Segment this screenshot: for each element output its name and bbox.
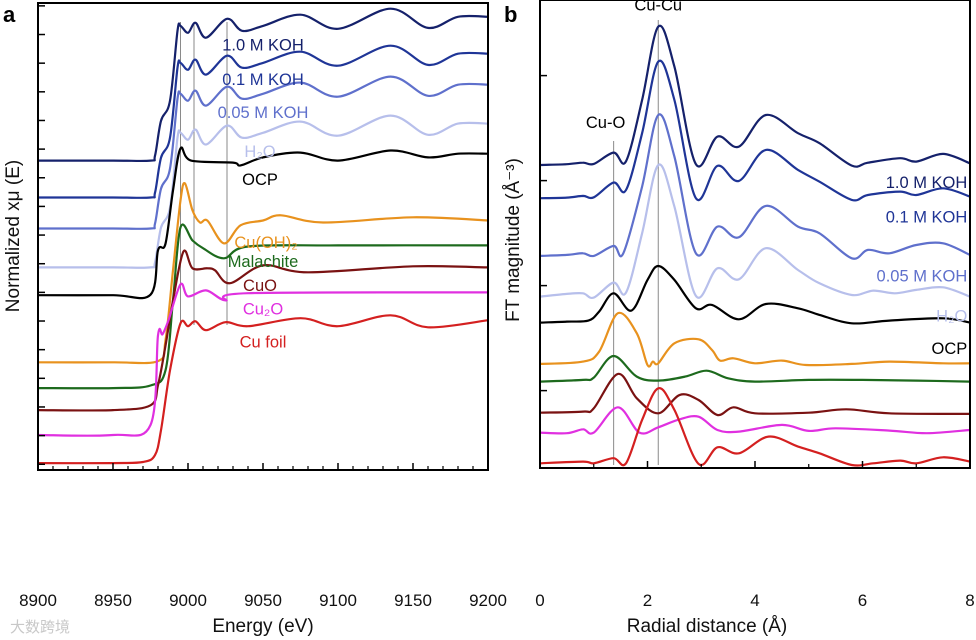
series-label-malachite: Malachite <box>228 253 299 271</box>
panel-label-a: a <box>3 2 16 27</box>
series-label-0-05-m-koh: 0.05 M KOH <box>877 267 968 285</box>
series-line-0-05-m-koh <box>37 75 489 230</box>
x-axis-title-a: Energy (eV) <box>212 616 313 637</box>
series-label-0-1-m-koh: 0.1 M KOH <box>222 71 304 89</box>
series-line-0-05-m-koh <box>539 113 971 260</box>
watermark-logo: 大数跨境 <box>10 618 70 636</box>
series-label-ocp: OCP <box>932 340 968 358</box>
x-tick-label: 9150 <box>394 591 432 610</box>
series-label-cu-foil: Cu foil <box>240 334 287 352</box>
series-line-malachite <box>539 354 971 383</box>
series-label-h2o: H₂O <box>936 307 967 325</box>
panel-a-xanes: a 1.0 M KOH 0.1 M KOH 0.05 M KOH H₂O OCP Cu(O… <box>3 2 507 637</box>
series-line-ocp <box>539 264 971 325</box>
x-tick-label: 8900 <box>19 591 57 610</box>
series-label-ocp: OCP <box>242 171 278 189</box>
x-tick-label: 9100 <box>319 591 357 610</box>
series-line-cu2o <box>539 406 971 435</box>
x-tick-label: 0 <box>535 591 544 610</box>
x-tick-label: 4 <box>750 591 759 610</box>
series-line-cu-oh-2 <box>539 311 971 368</box>
y-axis-title-b: FT magnitude (Å⁻³) <box>503 158 524 322</box>
series-line-cu-foil <box>37 314 489 465</box>
series-line-cu-foil <box>539 387 971 467</box>
series-line-cu2o <box>37 282 489 437</box>
x-axis-title-b: Radial distance (Å) <box>627 616 788 637</box>
x-tick-label: 9000 <box>169 591 207 610</box>
x-tick-label: 9050 <box>244 591 282 610</box>
series-line-malachite <box>37 223 489 390</box>
series-line-0-1-m-koh <box>37 44 489 199</box>
series-line-ocp <box>37 146 489 300</box>
panel-label-b: b <box>504 2 517 27</box>
x-tick-label: 8 <box>965 591 974 610</box>
x-tick-label: 9200 <box>469 591 507 610</box>
annotation-cu-o: Cu-O <box>586 114 626 132</box>
series-line-cuo <box>539 372 971 417</box>
panel-b-exafs: b 1.0 M KOH 0.1 M KOH 0.05 M KOH H₂O OCP Cu-C… <box>503 0 975 637</box>
series-line-1-0-m-koh <box>539 24 971 168</box>
series-line-1-0-m-koh <box>38 7 489 163</box>
y-axis-title-a: Normalized xμ (E) <box>3 160 24 312</box>
plot-frame-b <box>539 0 971 469</box>
series-label-cu2o: Cu₂O <box>243 301 283 319</box>
series-label-0-1-m-koh: 0.1 M KOH <box>886 209 968 227</box>
series-line-0-1-m-koh <box>539 59 971 202</box>
series-label-h2o: H₂O <box>244 143 275 161</box>
x-tick-label: 6 <box>858 591 867 610</box>
series-label-1-0-m-koh: 1.0 M KOH <box>886 174 968 192</box>
series-line-cuo <box>37 249 489 412</box>
series-label-cuo: CuO <box>243 277 277 295</box>
series-label-1-0-m-koh: 1.0 M KOH <box>222 36 304 54</box>
x-tick-label: 2 <box>643 591 652 610</box>
series-line-h2o <box>38 114 489 269</box>
series-label-cu-oh-2: Cu(OH)₂ <box>234 234 297 252</box>
series-label-0-05-m-koh: 0.05 M KOH <box>218 104 309 122</box>
series-line-h2o <box>539 163 971 300</box>
x-tick-label: 8950 <box>94 591 132 610</box>
annotation-cu-cu: Cu-Cu <box>634 0 682 15</box>
